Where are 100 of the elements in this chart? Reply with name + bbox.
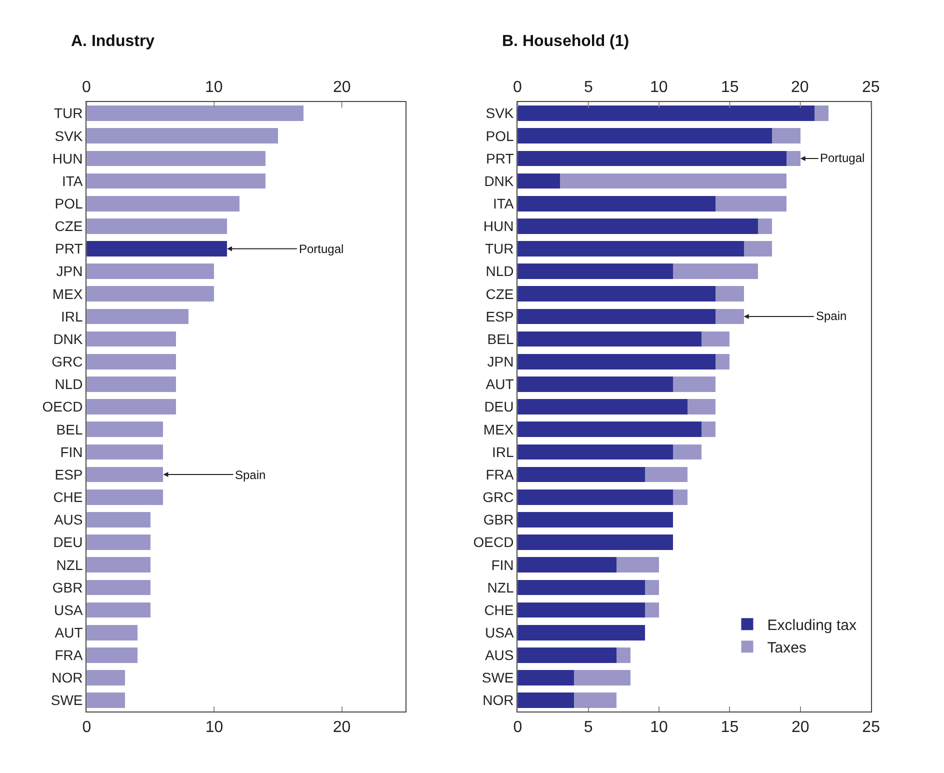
bar [673, 264, 758, 280]
y-tick-label: NLD [486, 263, 514, 280]
y-tick-label: DEU [484, 398, 514, 415]
bar [518, 444, 674, 460]
bar [518, 376, 674, 392]
y-tick-label: HUN [52, 150, 83, 166]
bar [518, 624, 645, 640]
y-tick-label: OECD [473, 534, 514, 550]
bar [716, 308, 744, 324]
bar [86, 534, 150, 550]
y-tick-label: ITA [493, 195, 514, 212]
y-tick-label: MEX [52, 286, 84, 302]
bar [86, 241, 227, 256]
bar [86, 399, 176, 414]
bar [86, 106, 304, 121]
bar [86, 196, 240, 212]
bar [518, 557, 617, 573]
bar [673, 444, 702, 460]
y-tick-label: AUT [486, 376, 514, 392]
y-tick-label: SVK [486, 105, 514, 122]
y-tick-label: JPN [487, 354, 514, 370]
bar [518, 173, 560, 189]
y-tick-label: FIN [491, 556, 514, 573]
y-tick-label: DNK [484, 172, 514, 189]
x-tick-label: 0 [513, 718, 522, 736]
y-tick-label: DNK [53, 330, 84, 347]
bar [86, 692, 125, 708]
y-tick-label: SWE [482, 670, 514, 686]
bar [616, 647, 631, 663]
y-tick-label: FRA [54, 647, 84, 664]
bar [86, 376, 176, 392]
y-tick-label: AUS [54, 512, 83, 528]
x-tick-label: 15 [720, 718, 739, 736]
y-tick-label: OECD [42, 398, 83, 415]
y-tick-label: MEX [483, 421, 514, 438]
bar [716, 196, 786, 212]
bar [518, 534, 674, 550]
y-tick-label: POL [486, 128, 514, 144]
bar [644, 602, 660, 618]
y-tick-label: FIN [60, 444, 83, 460]
bar [86, 308, 189, 324]
bar [518, 150, 786, 166]
bar [86, 173, 266, 189]
bar [86, 286, 214, 302]
bar [518, 670, 574, 686]
x-tick-label: 10 [205, 79, 223, 96]
bar [86, 444, 164, 460]
x-tick-label: 20 [791, 718, 810, 736]
x-tick-label: 20 [333, 79, 351, 96]
y-tick-label: ESP [486, 308, 514, 324]
annotation: Portugal [820, 151, 865, 165]
y-tick-label: GBR [483, 512, 514, 528]
bar [86, 264, 214, 280]
y-tick-label: GRC [482, 489, 514, 506]
y-tick-label: NLD [54, 376, 83, 392]
bar [786, 150, 800, 166]
bar [673, 489, 688, 505]
bar [86, 128, 278, 144]
y-tick-label: USA [484, 624, 514, 640]
bar [86, 624, 138, 640]
bar [616, 557, 660, 573]
bar [86, 580, 150, 596]
bar [518, 308, 716, 324]
bar [518, 399, 688, 414]
y-tick-label: BEL [56, 421, 83, 438]
y-tick-label: AUT [54, 624, 84, 640]
bar [86, 512, 150, 528]
y-tick-label: NOR [52, 670, 83, 686]
y-tick-label: SVK [54, 128, 84, 144]
y-tick-label: BEL [487, 330, 514, 347]
bar [518, 196, 716, 212]
bar [518, 241, 744, 256]
bar [716, 286, 744, 302]
bar [644, 580, 660, 596]
bar [560, 173, 786, 189]
chart-title: B. Household (1) [502, 33, 630, 50]
y-tick-label: CZE [486, 286, 514, 302]
bar [518, 647, 617, 663]
bar [518, 218, 758, 234]
annotation: Spain [235, 468, 266, 482]
bar [574, 670, 631, 686]
annotation: Spain [816, 309, 847, 323]
chart-title: A. Industry [71, 33, 155, 50]
annotation: Portugal [299, 242, 344, 256]
y-tick-label: CHE [53, 489, 83, 506]
bar [86, 422, 164, 438]
bar [687, 399, 716, 414]
x-tick-label: 0 [82, 79, 91, 96]
bar [758, 218, 772, 234]
bar [744, 241, 772, 256]
bar [518, 692, 574, 708]
y-tick-label: ESP [54, 466, 83, 482]
y-tick-label: GBR [52, 579, 83, 596]
bar [86, 602, 150, 618]
y-tick-label: PRT [55, 240, 84, 257]
x-tick-label: 5 [584, 718, 593, 736]
bar [518, 286, 716, 302]
bar [518, 264, 674, 280]
bar [518, 602, 645, 618]
bar [518, 106, 815, 121]
